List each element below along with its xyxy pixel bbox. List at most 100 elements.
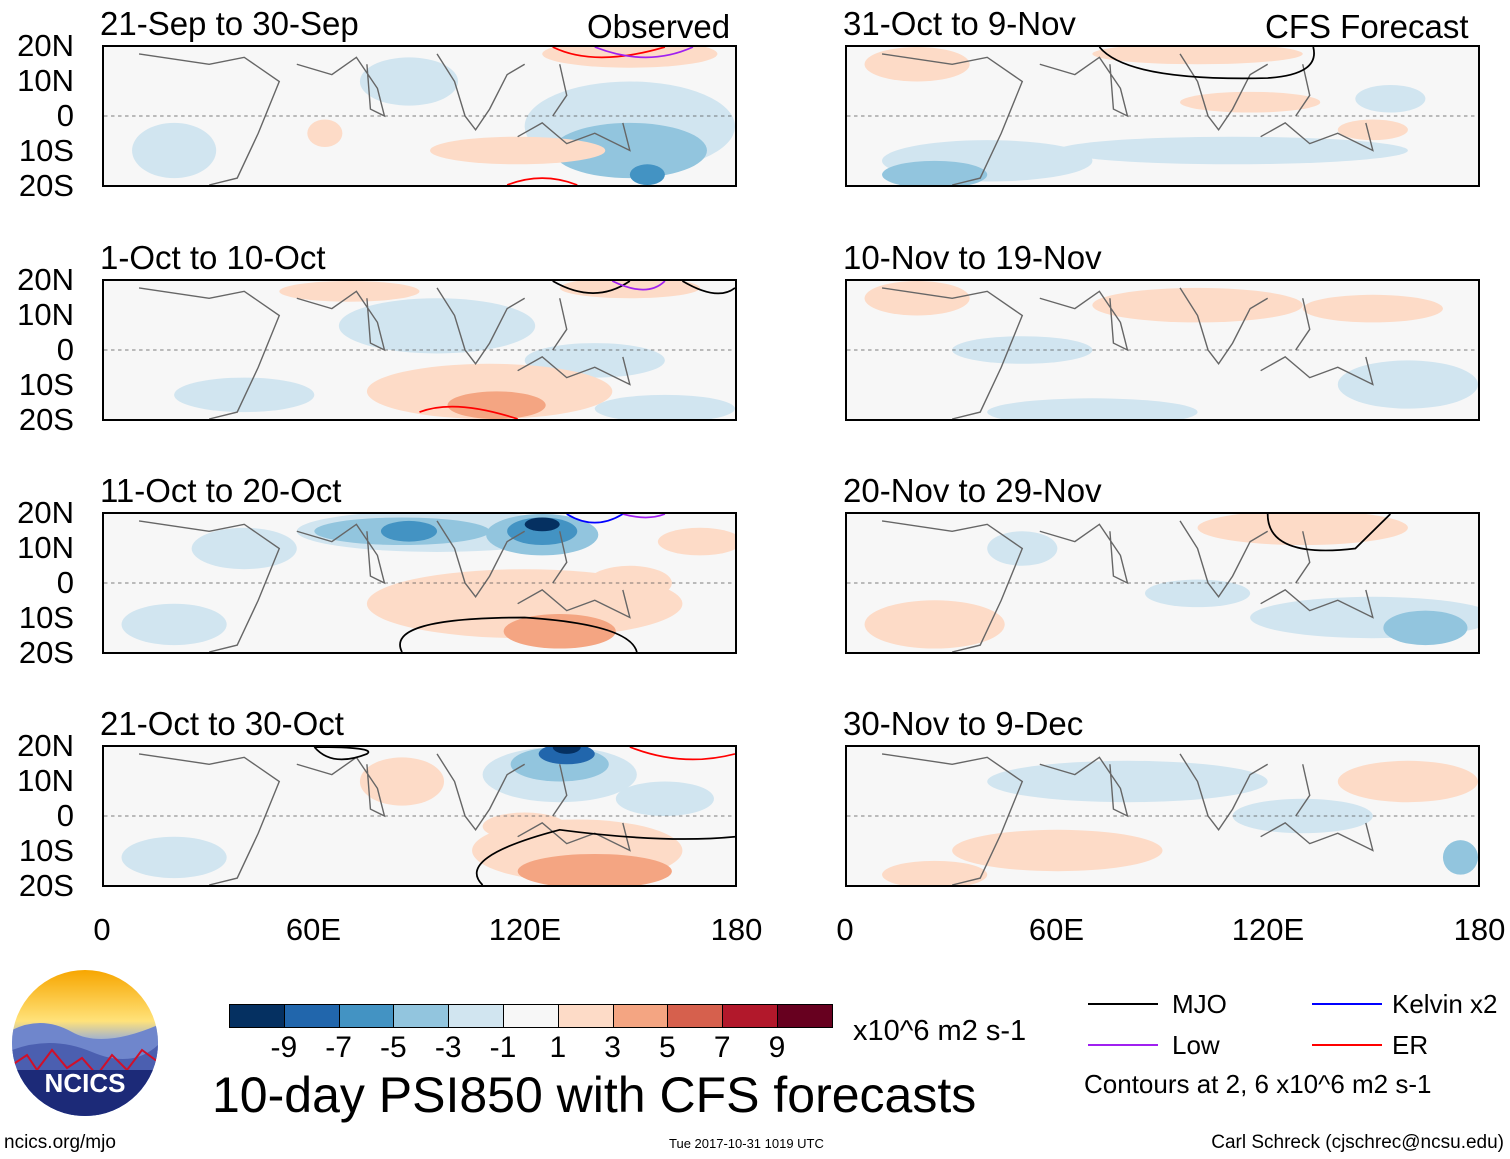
map-panel	[845, 45, 1480, 187]
panel-title: 11-Oct to 20-Oct	[100, 472, 342, 509]
legend-er: ER	[1392, 1030, 1429, 1060]
anomaly-contour-fill	[629, 164, 665, 185]
header-forecast: CFS Forecast	[1265, 8, 1469, 45]
anomaly-contour-fill	[517, 853, 672, 885]
coastline	[1295, 298, 1311, 351]
lon-tick-label: 60E	[285, 912, 342, 947]
anomaly-contour-fill	[864, 600, 1005, 649]
anomaly-contour-fill	[1302, 294, 1443, 323]
colorbar-swatch	[448, 1004, 504, 1028]
anomaly-contour-fill	[987, 760, 1268, 803]
lon-tick-label: 120E	[1231, 912, 1305, 947]
anomaly-contour-fill	[503, 614, 616, 649]
colorbar-swatch	[338, 1004, 395, 1028]
anomaly-contour-fill	[882, 860, 988, 885]
colorbar-swatch	[393, 1004, 450, 1028]
map-panel	[102, 279, 737, 421]
coastline	[1039, 523, 1129, 585]
lat-tick-label: 0	[56, 98, 74, 133]
panel-title: 21-Sep to 30-Sep	[100, 5, 359, 42]
anomaly-contour-fill	[482, 812, 567, 841]
anomaly-contour-fill	[542, 47, 718, 68]
lon-tick-label: 60E	[1028, 912, 1085, 947]
lat-tick-label: 10N	[17, 297, 74, 332]
colorbar-tick: -5	[380, 1031, 407, 1064]
coastline	[1260, 356, 1374, 386]
wave-contour	[566, 514, 624, 524]
coastline	[1039, 756, 1129, 818]
colorbar-tick: 3	[604, 1031, 621, 1064]
anomaly-contour-fill	[279, 281, 420, 302]
anomaly-contour-fill	[191, 527, 297, 570]
anomaly-contour-fill	[559, 281, 700, 299]
footer-url[interactable]: ncics.org/mjo	[4, 1132, 116, 1153]
lat-tick-label: 10S	[18, 833, 74, 868]
anomaly-contour-fill	[538, 747, 595, 765]
coastline	[552, 64, 568, 117]
colorbar-swatch	[557, 1004, 614, 1028]
coastline	[1179, 53, 1269, 131]
lat-tick-label: 0	[56, 565, 74, 600]
coastline	[138, 520, 281, 652]
wave-contour	[506, 177, 578, 185]
anomaly-contour-fill	[1232, 798, 1373, 834]
wave-contour	[419, 405, 518, 419]
svg-text:NCICS: NCICS	[45, 1068, 126, 1098]
anomaly-contour-fill	[1092, 47, 1303, 65]
coastline	[436, 287, 526, 365]
coastline	[296, 290, 386, 352]
wave-contour	[629, 747, 735, 761]
header-observed: Observed	[587, 8, 731, 45]
legend-mjo: MJO	[1172, 989, 1227, 1019]
anomaly-contour-fill	[1092, 287, 1303, 323]
coastline	[138, 287, 281, 419]
coastline	[552, 531, 568, 584]
colorbar-tick: -9	[270, 1031, 298, 1064]
lat-tick-label: 20S	[18, 168, 74, 203]
anomaly-contour-fill	[594, 394, 735, 419]
lat-tick-label: 0	[56, 798, 74, 833]
anomaly-contour-fill	[524, 517, 560, 532]
wave-contour	[622, 514, 666, 519]
anomaly-contour-fill	[615, 781, 714, 816]
wave-contour	[681, 281, 735, 295]
anomaly-contour-fill	[447, 391, 546, 419]
colorbar-tick: 9	[768, 1031, 786, 1064]
lat-tick-label: 10S	[18, 133, 74, 168]
anomaly-contour-fill	[952, 829, 1163, 872]
coastline	[1260, 589, 1374, 619]
coastline	[296, 756, 386, 818]
coastline	[1179, 520, 1269, 598]
coastline	[436, 753, 526, 831]
colorbar-tick: 7	[713, 1031, 731, 1064]
lat-tick-label: 10N	[17, 530, 74, 565]
anomaly-contour-fill	[1144, 579, 1251, 608]
anomaly-contour-fill	[552, 747, 581, 754]
coastline	[517, 589, 631, 619]
lat-tick-label: 20N	[17, 262, 74, 297]
anomaly-contour-fill	[380, 520, 438, 542]
anomaly-contour-fill	[174, 377, 315, 413]
coastline	[1295, 64, 1311, 117]
coastline	[436, 520, 526, 598]
anomaly-contour-fill	[1337, 760, 1478, 803]
coastline	[517, 356, 631, 386]
map-panel	[845, 512, 1480, 654]
coastline	[1295, 764, 1311, 817]
wave-contour	[399, 616, 638, 652]
wave-contour	[611, 281, 666, 291]
lat-tick-label: 10S	[18, 600, 74, 635]
anomaly-contour-fill	[132, 122, 217, 179]
coastline	[552, 764, 568, 817]
anomaly-contour-fill	[430, 136, 606, 165]
colorbar-tick: -3	[434, 1031, 462, 1064]
anomaly-contour-fill	[1442, 840, 1478, 875]
wave-contour	[552, 47, 666, 59]
map-panel	[845, 279, 1480, 421]
coastline	[1179, 287, 1269, 365]
wave-contour	[1098, 47, 1315, 80]
contour-note: Contours at 2, 6 x10^6 m2 s-1	[1084, 1069, 1432, 1099]
coastline	[881, 753, 1024, 885]
anomaly-contour-fill	[359, 57, 459, 106]
coastline	[296, 56, 386, 118]
